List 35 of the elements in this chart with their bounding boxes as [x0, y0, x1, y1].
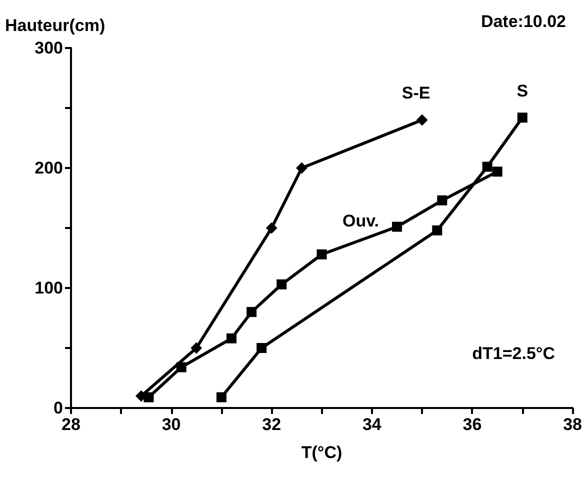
y-tick-label: 200 — [34, 158, 63, 178]
x-tick-label: 38 — [563, 415, 582, 434]
point — [492, 166, 502, 177]
y-tick-label: 0 — [54, 398, 63, 418]
point — [316, 249, 327, 260]
point — [216, 392, 226, 402]
chart-title: Date:10.02 — [480, 12, 566, 31]
x-tick-label: 32 — [262, 415, 282, 434]
y-tick-label: 300 — [34, 38, 63, 58]
point — [432, 225, 442, 236]
point — [416, 114, 428, 126]
point — [256, 343, 267, 353]
point — [482, 162, 492, 172]
point — [176, 362, 186, 372]
y-axis-title: Hauteur(cm) — [5, 16, 106, 35]
point — [226, 333, 236, 344]
point — [437, 195, 448, 206]
point — [296, 162, 308, 174]
series-label: Ouv. — [342, 211, 380, 230]
x-tick-label: 30 — [162, 415, 181, 434]
point — [517, 112, 528, 123]
point — [190, 342, 202, 354]
x-axis-title: T(°C) — [301, 443, 342, 462]
y-tick-label: 100 — [34, 278, 63, 298]
point — [392, 222, 402, 232]
point — [144, 392, 154, 402]
point — [266, 222, 278, 234]
x-tick-label: 36 — [462, 415, 482, 434]
series-label: S — [516, 82, 528, 101]
x-tick-label: 28 — [62, 415, 80, 434]
point — [246, 307, 257, 317]
x-tick-label: 34 — [362, 415, 382, 434]
series-label: S-E — [402, 84, 430, 102]
annotation: dT1=2.5°C — [472, 344, 555, 363]
point — [276, 279, 287, 290]
